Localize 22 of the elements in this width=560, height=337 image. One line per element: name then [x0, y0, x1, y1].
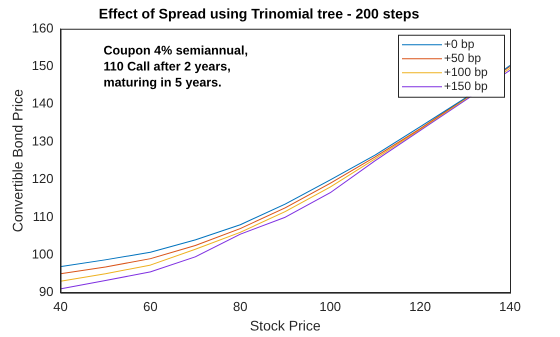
legend-label: +50 bp: [444, 51, 482, 66]
y-tick-label: 120: [32, 171, 54, 186]
y-tick-label: 130: [32, 133, 54, 148]
x-axis-title: Stock Price: [250, 317, 321, 334]
x-tick-label: 80: [233, 298, 248, 314]
annotation: Coupon 4% semiannual, 110 Call after 2 years, maturing in 5 years.: [103, 44, 248, 90]
legend-label: +100 bp: [444, 65, 488, 80]
y-axis-title: Convertible Bond Price: [9, 88, 26, 232]
x-tick-label: 40: [53, 298, 68, 314]
x-tick-label: 120: [409, 298, 431, 314]
chart-title: Effect of Spread using Trinomial tree - 200 steps: [98, 5, 420, 22]
x-tick-label: 140: [499, 298, 521, 314]
y-tick-label: 150: [32, 58, 54, 74]
legend-label: +150 bp: [444, 79, 488, 94]
y-tick-label: 100: [32, 246, 54, 262]
y-tick-label: 90: [39, 284, 54, 300]
y-tick-label: 110: [32, 208, 54, 224]
legend-label: +0 bp: [444, 37, 475, 52]
x-tick-label: 100: [319, 298, 342, 314]
y-tick-label: 140: [32, 96, 54, 111]
y-tick-label: 160: [32, 20, 54, 36]
x-tick-label: 60: [143, 298, 158, 314]
